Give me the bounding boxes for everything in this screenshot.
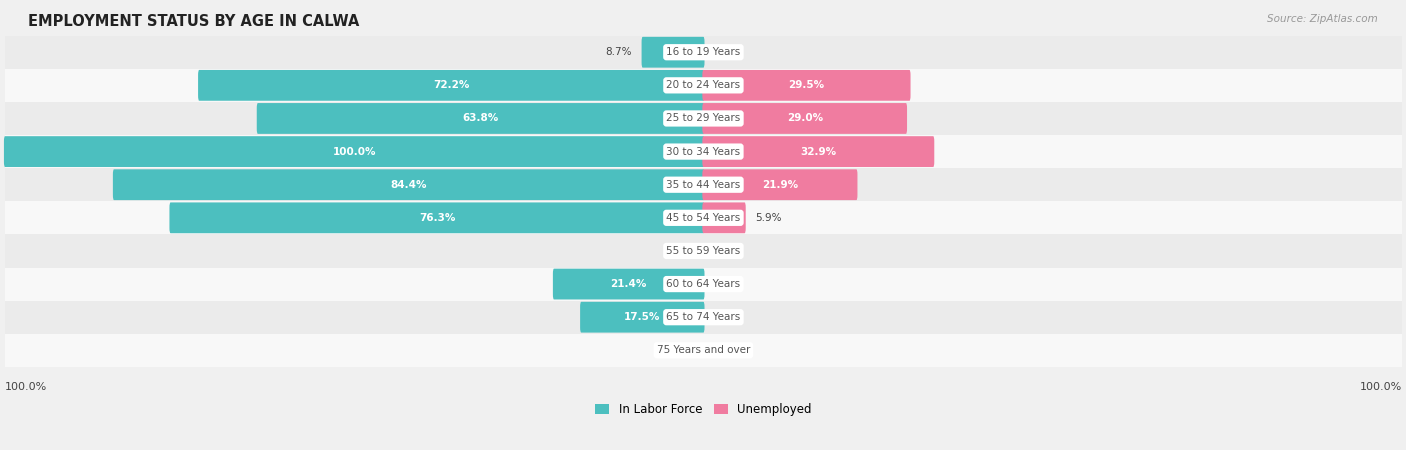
Bar [0, 201, 1406, 234]
Text: 0.0%: 0.0% [717, 312, 744, 322]
Bar [0, 135, 1406, 168]
Text: 72.2%: 72.2% [433, 81, 470, 90]
Bar [0, 69, 1406, 102]
Text: 100.0%: 100.0% [1360, 382, 1402, 392]
Bar [0, 36, 1406, 69]
Text: 63.8%: 63.8% [463, 113, 499, 123]
Text: 65 to 74 Years: 65 to 74 Years [666, 312, 741, 322]
FancyBboxPatch shape [581, 302, 704, 333]
Text: 16 to 19 Years: 16 to 19 Years [666, 47, 741, 57]
Text: Source: ZipAtlas.com: Source: ZipAtlas.com [1267, 14, 1378, 23]
FancyBboxPatch shape [703, 103, 907, 134]
Text: 5.9%: 5.9% [755, 213, 782, 223]
FancyBboxPatch shape [703, 169, 858, 200]
Bar [0, 102, 1406, 135]
Text: 8.7%: 8.7% [606, 47, 633, 57]
FancyBboxPatch shape [198, 70, 704, 101]
Bar [0, 168, 1406, 201]
Text: 76.3%: 76.3% [419, 213, 456, 223]
FancyBboxPatch shape [112, 169, 704, 200]
Text: 32.9%: 32.9% [800, 147, 837, 157]
Text: 0.0%: 0.0% [717, 47, 744, 57]
Text: 35 to 44 Years: 35 to 44 Years [666, 180, 741, 190]
FancyBboxPatch shape [703, 70, 911, 101]
Bar [0, 334, 1406, 367]
Text: 75 Years and over: 75 Years and over [657, 345, 751, 356]
Text: 0.0%: 0.0% [717, 345, 744, 356]
FancyBboxPatch shape [170, 202, 704, 233]
Text: 100.0%: 100.0% [6, 382, 48, 392]
FancyBboxPatch shape [703, 202, 745, 233]
FancyBboxPatch shape [4, 136, 704, 167]
Bar [0, 301, 1406, 334]
Text: 20 to 24 Years: 20 to 24 Years [666, 81, 741, 90]
Text: 0.0%: 0.0% [717, 279, 744, 289]
Text: 84.4%: 84.4% [391, 180, 427, 190]
Text: 0.0%: 0.0% [717, 246, 744, 256]
Bar [0, 267, 1406, 301]
Text: 21.9%: 21.9% [762, 180, 799, 190]
FancyBboxPatch shape [703, 136, 934, 167]
FancyBboxPatch shape [553, 269, 704, 299]
Text: 21.4%: 21.4% [610, 279, 647, 289]
FancyBboxPatch shape [257, 103, 704, 134]
Text: 30 to 34 Years: 30 to 34 Years [666, 147, 741, 157]
Bar [0, 234, 1406, 267]
Text: 0.0%: 0.0% [664, 246, 689, 256]
Legend: In Labor Force, Unemployed: In Labor Force, Unemployed [591, 398, 817, 421]
Text: 29.0%: 29.0% [786, 113, 823, 123]
FancyBboxPatch shape [641, 37, 704, 68]
Text: 45 to 54 Years: 45 to 54 Years [666, 213, 741, 223]
Text: 25 to 29 Years: 25 to 29 Years [666, 113, 741, 123]
Text: EMPLOYMENT STATUS BY AGE IN CALWA: EMPLOYMENT STATUS BY AGE IN CALWA [28, 14, 360, 28]
Text: 29.5%: 29.5% [789, 81, 824, 90]
Text: 60 to 64 Years: 60 to 64 Years [666, 279, 741, 289]
Text: 0.0%: 0.0% [664, 345, 689, 356]
Text: 55 to 59 Years: 55 to 59 Years [666, 246, 741, 256]
Text: 100.0%: 100.0% [332, 147, 375, 157]
Text: 17.5%: 17.5% [624, 312, 661, 322]
